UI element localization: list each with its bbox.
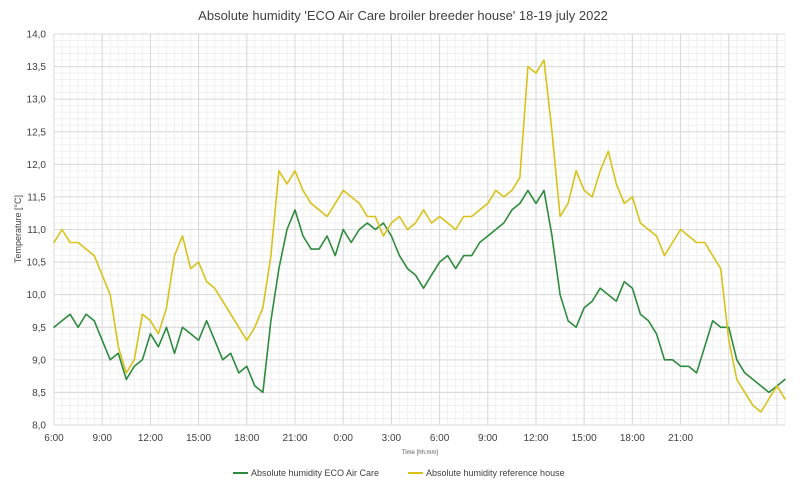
y-tick-label: 11,5 <box>27 192 46 203</box>
x-tick-label: 18:00 <box>234 433 259 444</box>
y-tick-label: 10,5 <box>27 258 47 269</box>
major-gridlines <box>53 33 785 426</box>
series-line-eco-air-care <box>53 189 786 394</box>
y-tick-label: 12,0 <box>27 160 47 171</box>
y-tick-label: 10,0 <box>27 290 47 301</box>
x-tick-label: 9:00 <box>478 433 498 444</box>
x-tick-label: 12:00 <box>523 433 548 444</box>
y-tick-label: 9,5 <box>32 323 46 334</box>
y-tick-label: 8,0 <box>32 421 46 432</box>
y-tick-label: 12,5 <box>27 127 47 138</box>
x-tick-label: 6:00 <box>44 433 64 444</box>
y-axis-ticks: 8,0 8,5 9,0 9,5 10,0 10,5 11,0 11,5 12,0 12,5 13,0… <box>27 30 47 432</box>
y-tick-label: 13,0 <box>27 95 47 106</box>
legend-label-reference: Absolute humidity reference house <box>426 468 565 478</box>
x-tick-label: 3:00 <box>382 433 402 444</box>
x-tick-label: 9:00 <box>92 433 112 444</box>
y-tick-label: 11,0 <box>27 225 46 236</box>
y-tick-label: 13,5 <box>27 62 47 73</box>
x-tick-label: 6:00 <box>430 433 450 444</box>
x-tick-label: 18:00 <box>620 433 645 444</box>
y-axis-label: Temperature [°C] <box>13 195 23 263</box>
x-tick-label: 15:00 <box>572 433 597 444</box>
x-tick-label: 21:00 <box>282 433 307 444</box>
x-tick-label: 0:00 <box>333 433 353 444</box>
x-tick-label: 21:00 <box>668 433 693 444</box>
x-axis-label: Time [hh:mm] <box>402 450 439 456</box>
chart-title: Absolute humidity 'ECO Air Care broiler … <box>198 8 608 23</box>
series-line-reference-house <box>53 59 786 413</box>
legend: Absolute humidity ECO Air Care Absolute … <box>233 468 565 478</box>
legend-label-eco: Absolute humidity ECO Air Care <box>251 468 379 478</box>
x-axis-ticks: 6:00 9:00 12:00 15:00 18:00 21:00 0:00 3:00 6:00… <box>44 433 693 444</box>
x-tick-label: 15:00 <box>186 433 211 444</box>
y-tick-label: 9,0 <box>32 355 46 366</box>
y-tick-label: 14,0 <box>27 30 47 41</box>
series-layer <box>53 59 786 413</box>
x-tick-label: 12:00 <box>138 433 163 444</box>
y-tick-label: 8,5 <box>32 388 46 399</box>
